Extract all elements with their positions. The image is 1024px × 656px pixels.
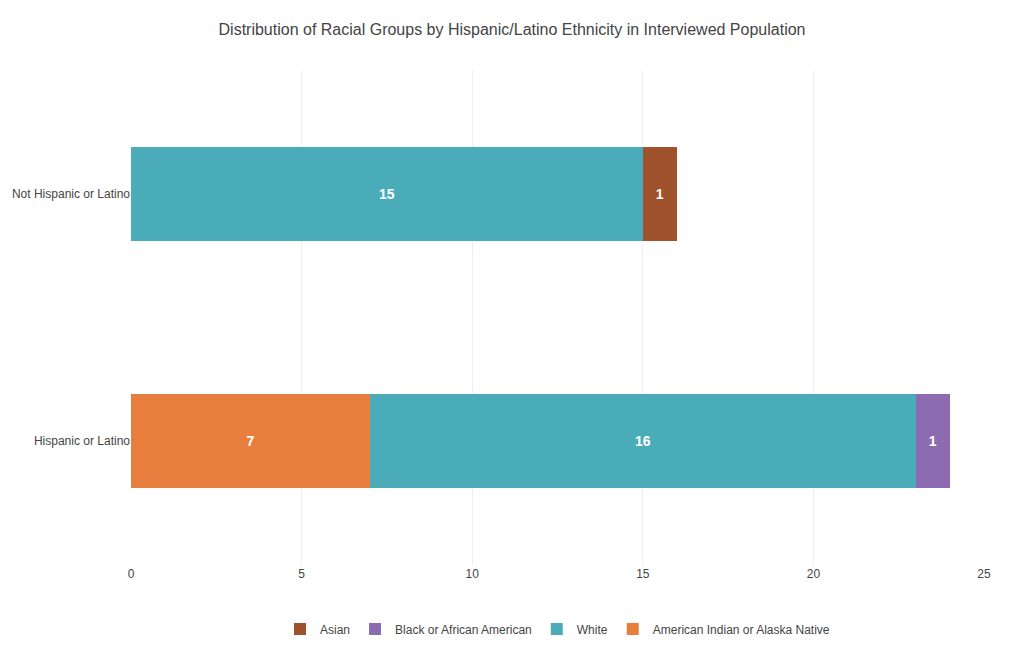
svg-text:25: 25 [977, 567, 991, 581]
svg-text:1: 1 [929, 433, 937, 449]
svg-text:White: White [577, 623, 608, 637]
svg-text:American Indian or Alaska Nati: American Indian or Alaska Native [653, 623, 830, 637]
svg-text:16: 16 [635, 433, 651, 449]
svg-text:Not Hispanic or Latino: Not Hispanic or Latino [12, 187, 130, 201]
svg-text:Distribution of Racial Groups: Distribution of Racial Groups by Hispani… [219, 21, 806, 38]
svg-text:Asian: Asian [320, 623, 350, 637]
svg-text:7: 7 [246, 433, 254, 449]
svg-text:5: 5 [298, 567, 305, 581]
svg-text:1: 1 [656, 186, 664, 202]
svg-text:Hispanic or Latino: Hispanic or Latino [34, 434, 130, 448]
svg-text:15: 15 [636, 567, 650, 581]
svg-text:Black or African American: Black or African American [395, 623, 532, 637]
svg-text:0: 0 [128, 567, 135, 581]
svg-text:15: 15 [379, 186, 395, 202]
svg-text:20: 20 [807, 567, 821, 581]
svg-text:10: 10 [466, 567, 480, 581]
